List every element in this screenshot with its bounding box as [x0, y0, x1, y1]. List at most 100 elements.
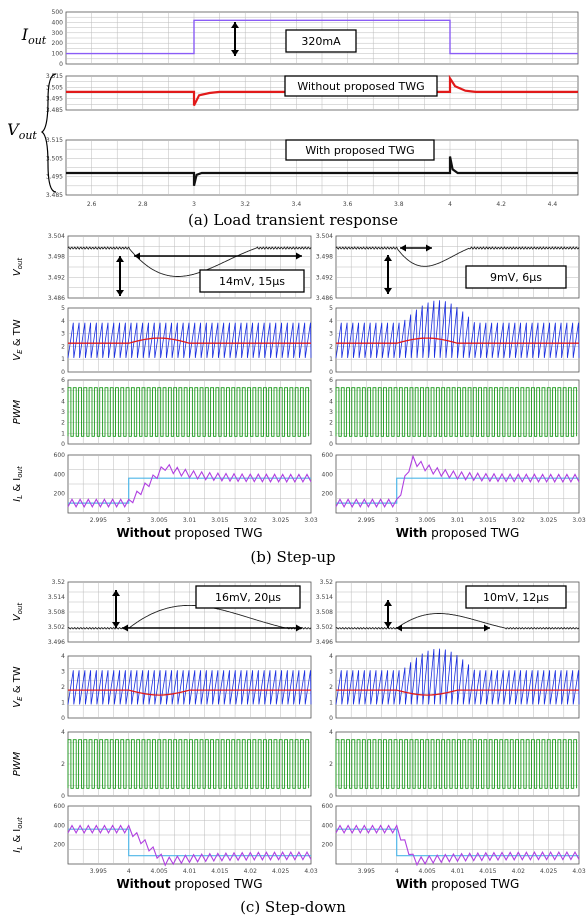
- vout-ytick: 3.504: [48, 233, 65, 240]
- pwm-ytick: 2: [329, 761, 333, 768]
- ve-ytick: 3: [61, 331, 65, 338]
- ve-ytick: 2: [61, 343, 65, 350]
- caption-c: (c) Step-down: [240, 898, 346, 916]
- load-ytick: 0: [59, 61, 63, 68]
- ve-ytick: 3: [61, 669, 65, 676]
- il-trace: [67, 463, 312, 508]
- ve-ytick: 0: [61, 369, 65, 376]
- step-xtick: 3.025: [272, 517, 289, 524]
- il-ytick: 200: [322, 491, 334, 498]
- step-xtick: 4.015: [479, 868, 496, 875]
- row-label-3: IL & Iout: [12, 466, 24, 502]
- ve-ytick: 4: [61, 653, 65, 660]
- il-ytick: 200: [54, 491, 66, 498]
- c-left-peak-arrow-head: [112, 622, 120, 628]
- step-xtick: 4.015: [211, 868, 228, 875]
- step-xtick: 4.02: [512, 868, 526, 875]
- load-ytick: 500: [52, 9, 64, 16]
- pwm-ytick: 0: [61, 793, 65, 800]
- current-step-arrow-head: [231, 22, 239, 28]
- ve-ytick: 0: [61, 715, 65, 722]
- pwm-ytick: 1: [329, 430, 333, 437]
- pwm-ytick: 0: [329, 793, 333, 800]
- ve-trace: [336, 337, 579, 344]
- step-xtick: 4: [395, 868, 399, 875]
- pwm-trace: [335, 387, 578, 437]
- tw-sawtooth: [67, 322, 312, 358]
- ve-ytick: 0: [329, 369, 333, 376]
- ve-ytick: 4: [329, 318, 333, 325]
- vout-ytick: 3.504: [316, 233, 333, 240]
- pwm-ytick: 5: [329, 388, 333, 395]
- step-xtick: 3.03: [304, 517, 318, 524]
- pwm-ytick: 0: [329, 441, 333, 448]
- step-xtick: 4.025: [540, 868, 557, 875]
- ve-ytick: 1: [61, 356, 65, 363]
- vout-ytick: 3.492: [48, 274, 65, 281]
- vout-ytick: 3.502: [48, 624, 65, 631]
- ve-ytick: 4: [61, 318, 65, 325]
- load-xtick: 2.8: [138, 201, 148, 208]
- step-xtick: 3.02: [244, 517, 258, 524]
- c-right-peak-arrow-head: [384, 622, 392, 628]
- row-label-0: Vout: [12, 258, 24, 277]
- load-xtick: 4.2: [496, 201, 506, 208]
- column-label: Without proposed TWG: [116, 877, 262, 891]
- pwm-ytick: 4: [61, 729, 65, 736]
- b-left-time-arrow-head: [296, 252, 302, 260]
- row-label-2: PWM: [12, 399, 23, 424]
- c-right-time-arrow-head: [396, 624, 402, 632]
- vout-ytick: 3.496: [48, 639, 65, 646]
- step-xtick: 3.995: [90, 868, 107, 875]
- pwm-ytick: 2: [329, 420, 333, 427]
- pwm-ytick: 1: [61, 430, 65, 437]
- load-xtick: 3.4: [292, 201, 302, 208]
- pwm-ytick: 5: [61, 388, 65, 395]
- step-xtick: 2.995: [358, 517, 375, 524]
- step-xtick: 3.02: [512, 517, 526, 524]
- load-xtick: 3.6: [343, 201, 353, 208]
- pwm-trace: [67, 387, 310, 437]
- il-ytick: 600: [54, 452, 66, 459]
- vout-ytick: 3.502: [316, 624, 333, 631]
- pwm-ytick: 6: [61, 377, 65, 384]
- load-ytick: 300: [52, 30, 64, 37]
- vout-ytick: 3.498: [316, 254, 333, 261]
- il-ytick: 400: [54, 471, 66, 478]
- pwm-ytick: 6: [329, 377, 333, 384]
- pwm-ytick: 4: [329, 398, 333, 405]
- current-step-annotation-box: [285, 29, 357, 53]
- load-ytick: 400: [52, 19, 64, 26]
- step-xtick: 3.005: [419, 517, 436, 524]
- ve-ytick: 5: [329, 305, 333, 312]
- load-xtick: 4.4: [548, 201, 558, 208]
- il-ytick: 600: [322, 452, 334, 459]
- c-left-note: 16mV, 20μs: [215, 591, 281, 604]
- b-left-dip-arrow-head: [116, 256, 124, 262]
- b-left-note-box: [199, 269, 305, 293]
- load-xtick: 2.6: [87, 201, 97, 208]
- ve-trace: [68, 689, 311, 696]
- tw-sawtooth: [335, 300, 580, 358]
- step-xtick: 4.01: [183, 868, 197, 875]
- without-twg-annotation-box: [284, 75, 438, 97]
- step-xtick: 3.015: [211, 517, 228, 524]
- column-label: Without proposed TWG: [116, 526, 262, 540]
- caption-a: (a) Load transient response: [188, 211, 398, 229]
- vout-ytick: 3.52: [320, 579, 334, 586]
- load-series: [66, 156, 578, 187]
- pwm-ytick: 3: [329, 409, 333, 416]
- pwm-trace: [335, 739, 578, 789]
- ve-ytick: 2: [61, 684, 65, 691]
- vout-ytick: 3.492: [316, 274, 333, 281]
- load-ytick: 3.505: [46, 84, 63, 91]
- row-label-1: VE & TW: [12, 319, 24, 361]
- step-xtick: 3.025: [540, 517, 557, 524]
- load-xtick: 3.8: [394, 201, 404, 208]
- load-ytick: 3.505: [46, 155, 63, 162]
- vout-ytick: 3.514: [48, 594, 65, 601]
- il-ytick: 200: [322, 842, 334, 849]
- ve-ytick: 3: [329, 331, 333, 338]
- vout-ytick: 3.486: [48, 295, 65, 302]
- step-xtick: 4.005: [151, 868, 168, 875]
